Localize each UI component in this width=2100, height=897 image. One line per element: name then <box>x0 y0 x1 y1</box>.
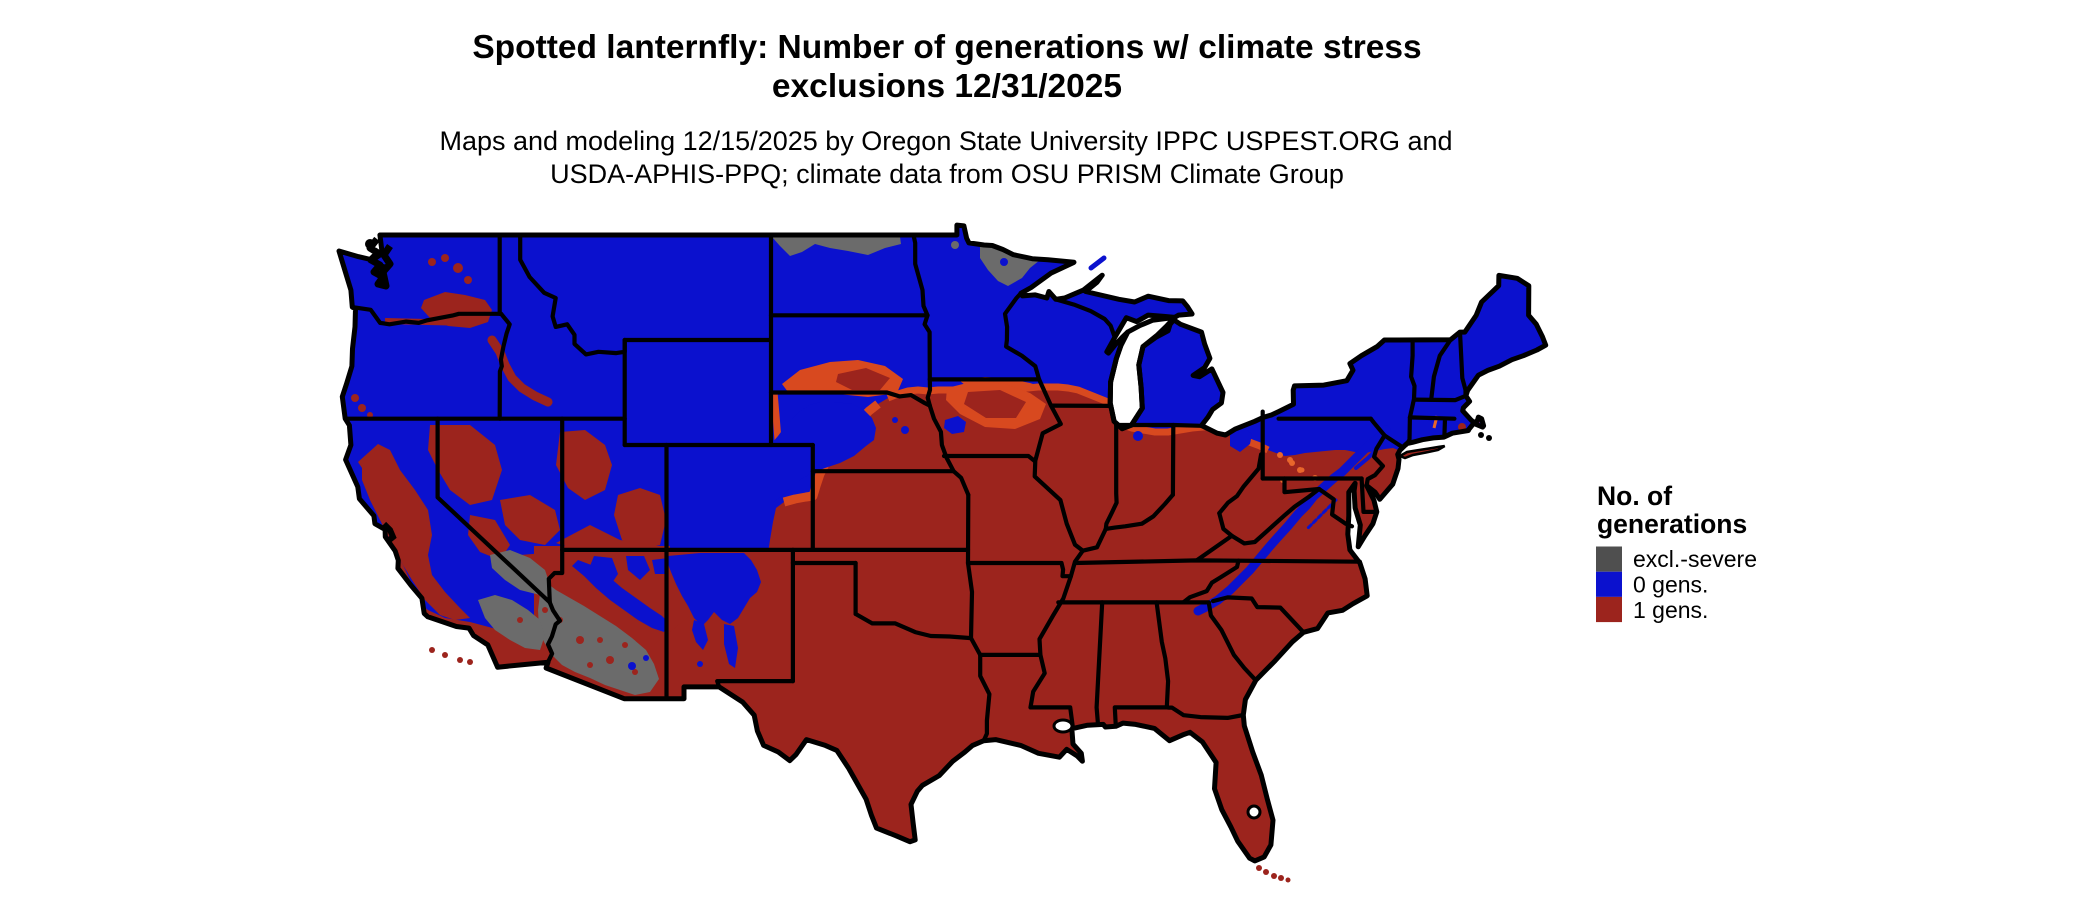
svg-text:exclusions 12/31/2025: exclusions 12/31/2025 <box>772 68 1122 105</box>
svg-text:1 gens.: 1 gens. <box>1633 597 1708 623</box>
svg-text:0 gens.: 0 gens. <box>1633 572 1708 598</box>
svg-text:Maps and modeling 12/15/2025 b: Maps and modeling 12/15/2025 by Oregon S… <box>439 126 1452 156</box>
svg-text:generations: generations <box>1597 509 1747 539</box>
svg-text:No. of: No. of <box>1597 481 1672 511</box>
svg-text:Spotted lanternfly: Number of: Spotted lanternfly: Number of generation… <box>472 29 1421 66</box>
svg-text:excl.-severe: excl.-severe <box>1633 546 1757 572</box>
svg-text:USDA-APHIS-PPQ; climate data f: USDA-APHIS-PPQ; climate data from OSU PR… <box>550 159 1344 189</box>
